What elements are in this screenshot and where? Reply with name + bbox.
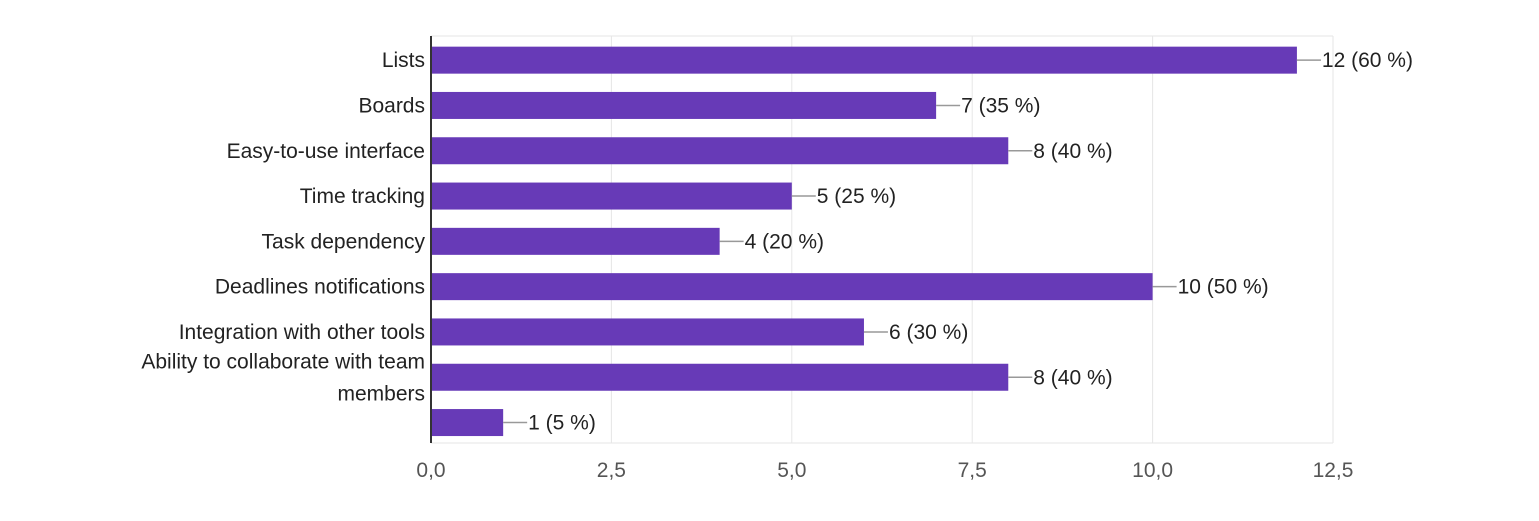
category-label: Lists bbox=[382, 49, 425, 72]
x-tick-label: 5,0 bbox=[777, 459, 806, 482]
data-label: 1 (5 %) bbox=[528, 412, 596, 435]
category-label: Integration with other tools bbox=[179, 321, 425, 344]
category-label: Time tracking bbox=[300, 185, 425, 208]
data-label: 6 (30 %) bbox=[889, 321, 968, 344]
bar bbox=[431, 46, 1297, 74]
bar bbox=[431, 409, 504, 437]
category-label: Deadlines notifications bbox=[215, 276, 425, 299]
data-label: 5 (25 %) bbox=[817, 185, 896, 208]
x-tick-label: 0,0 bbox=[416, 459, 445, 482]
bar bbox=[431, 137, 1009, 165]
data-label: 8 (40 %) bbox=[1033, 366, 1112, 389]
data-label: 12 (60 %) bbox=[1322, 49, 1413, 72]
category-label: Task dependency bbox=[262, 230, 426, 253]
data-label: 10 (50 %) bbox=[1178, 276, 1269, 299]
bar bbox=[431, 91, 937, 119]
x-tick-label: 10,0 bbox=[1132, 459, 1173, 482]
data-label: 8 (40 %) bbox=[1033, 140, 1112, 163]
x-tick-label: 2,5 bbox=[597, 459, 626, 482]
x-tick-label: 12,5 bbox=[1313, 459, 1354, 482]
x-tick-label: 7,5 bbox=[958, 459, 987, 482]
bar bbox=[431, 318, 864, 346]
category-label: Boards bbox=[358, 94, 425, 117]
data-label: 7 (35 %) bbox=[961, 94, 1040, 117]
bar bbox=[431, 227, 720, 255]
category-label: Easy-to-use interface bbox=[227, 140, 425, 163]
bar bbox=[431, 363, 1009, 391]
category-label: Ability to collaborate with team members bbox=[141, 350, 425, 405]
bar bbox=[431, 273, 1153, 301]
bar bbox=[431, 182, 792, 210]
data-label: 4 (20 %) bbox=[745, 230, 824, 253]
